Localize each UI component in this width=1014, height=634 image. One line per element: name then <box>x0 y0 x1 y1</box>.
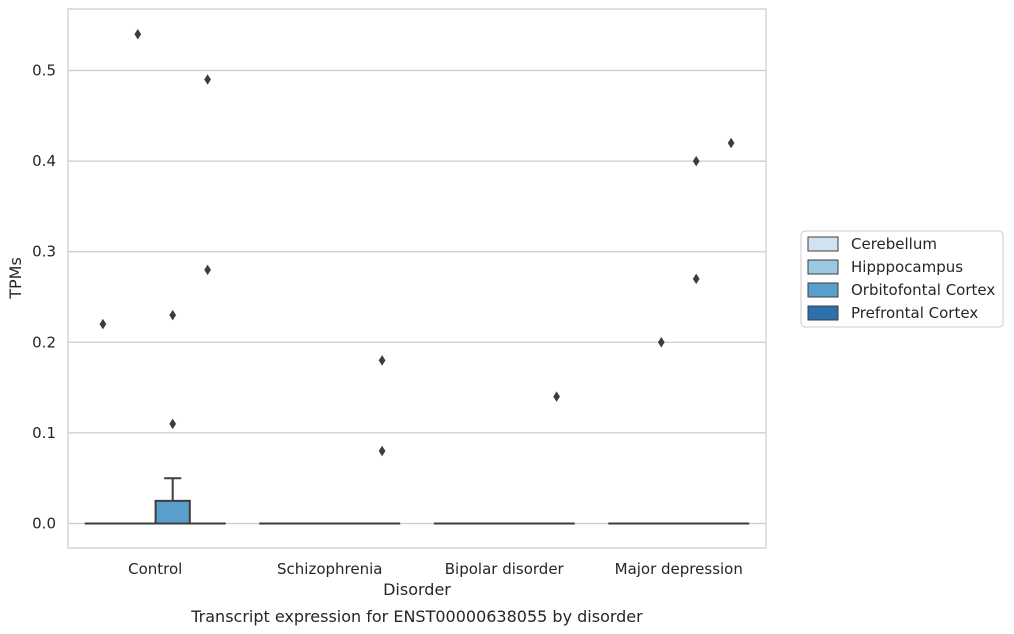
outlier-point <box>692 155 700 167</box>
y-tick-label: 0.0 <box>32 515 56 533</box>
x-tick-label: Major depression <box>615 560 743 578</box>
box-body <box>154 499 191 525</box>
y-tick-label: 0.3 <box>32 243 56 261</box>
outlier-point <box>727 137 735 149</box>
legend-swatch <box>807 259 839 275</box>
y-tick-label: 0.1 <box>32 424 56 442</box>
y-tick-label: 0.4 <box>32 152 56 170</box>
box-orbitofontal-cortex <box>154 477 191 525</box>
y-axis-label: TPMs <box>6 257 25 300</box>
y-tick-labels: 0.0 0.1 0.2 0.3 0.4 0.5 <box>32 62 56 533</box>
x-tick-label: Bipolar disorder <box>445 560 565 578</box>
outlier-point <box>204 264 211 276</box>
legend-swatch <box>807 282 839 298</box>
x-tick-label: Control <box>128 560 182 578</box>
x-axis-label: Disorder <box>383 580 451 599</box>
grid-lines <box>68 69 766 525</box>
outlier-point <box>169 418 177 430</box>
outlier-point <box>169 309 177 321</box>
chart-caption: Transcript expression for ENST0000063805… <box>190 607 643 626</box>
outlier-point <box>657 337 665 348</box>
legend-label: Prefrontal Cortex <box>851 304 978 322</box>
legend-frame <box>800 230 1004 328</box>
y-tick-label: 0.2 <box>32 333 56 351</box>
outlier-point <box>692 273 700 285</box>
outlier-point <box>204 74 211 85</box>
legend-label: Hipppocampus <box>851 258 963 276</box>
legend-swatch <box>807 236 839 252</box>
y-tick-label: 0.5 <box>32 62 56 80</box>
boxes <box>84 477 750 525</box>
x-tick-label: Schizophrenia <box>277 560 382 578</box>
outlier-point <box>553 391 560 402</box>
plot-frame <box>67 8 767 549</box>
outliers <box>99 29 735 457</box>
outlier-point <box>134 29 142 40</box>
legend-label: Cerebellum <box>851 235 937 253</box>
legend-swatch <box>807 305 839 321</box>
outlier-point <box>378 355 386 366</box>
outlier-point <box>99 318 107 330</box>
legend-label: Orbitofontal Cortex <box>851 281 995 299</box>
legend: Cerebellum Hipppocampus Orbitofontal Corte… <box>800 230 1004 328</box>
outlier-point <box>378 445 386 457</box>
x-tick-labels: Control Schizophrenia Bipolar disorder Majo… <box>128 560 743 578</box>
